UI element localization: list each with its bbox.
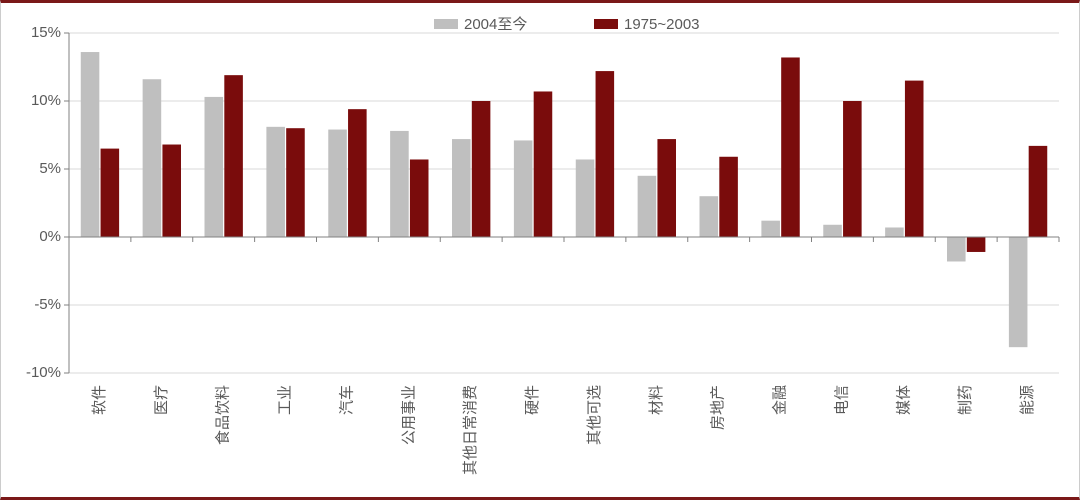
y-tick-label: -5%	[34, 296, 61, 313]
x-tick-label: 金融	[772, 385, 789, 415]
x-tick-label: 媒体	[895, 385, 912, 415]
legend-swatch	[594, 19, 618, 29]
x-tick-label: 材料	[648, 385, 665, 415]
y-tick-label: 0%	[39, 228, 61, 245]
bar-series-b	[286, 128, 305, 237]
x-tick-label: 汽车	[338, 385, 355, 415]
bar-series-b	[348, 109, 367, 237]
bar-series-b	[905, 81, 924, 237]
bar-series-a	[823, 225, 842, 237]
chart-container: -10% -5% 0% 5% 10% 15% 软件 医疗 食品饮料 工业 汽车 公用事业 其他日常消费 硬…	[11, 9, 1069, 493]
x-tick-label: 房地产	[710, 385, 727, 430]
x-tick-label: 医疗	[153, 385, 170, 415]
legend-label: 2004至今	[464, 16, 527, 33]
x-tick-label: 其他可选	[586, 385, 603, 445]
bar-series-b	[534, 91, 553, 237]
bar-series-b	[101, 149, 120, 237]
bar-series-a	[885, 227, 904, 237]
legend-label: 1975~2003	[624, 16, 700, 33]
bar-series-b	[1029, 146, 1048, 237]
x-tick-label: 软件	[91, 385, 108, 415]
bar-series-a	[143, 79, 162, 237]
bar-series-a	[576, 159, 595, 237]
bar-series-b	[781, 57, 800, 237]
y-tick-label: 5%	[39, 160, 61, 177]
x-tick-label: 电信	[833, 385, 850, 415]
y-tick-label: 10%	[31, 92, 61, 109]
bar-series-a	[328, 130, 347, 237]
bar-series-b	[224, 75, 243, 237]
bar-series-b	[410, 159, 429, 237]
y-tick-label: 15%	[31, 24, 61, 41]
bar-series-b	[843, 101, 862, 237]
bar-series-a	[266, 127, 285, 237]
bar-series-b	[162, 145, 181, 237]
bar-series-b	[596, 71, 615, 237]
bar-series-b	[472, 101, 491, 237]
bar-series-a	[761, 221, 780, 237]
x-tick-label: 硬件	[524, 385, 541, 415]
x-tick-label: 能源	[1019, 385, 1036, 415]
bar-series-b	[719, 157, 738, 237]
bar-series-a	[947, 237, 966, 261]
x-tick-label: 工业	[277, 385, 294, 415]
x-tick-label: 公用事业	[400, 385, 417, 445]
bar-series-a	[81, 52, 100, 237]
x-tick-label: 制药	[957, 385, 974, 415]
bar-series-a	[514, 140, 533, 237]
bar-chart: -10% -5% 0% 5% 10% 15% 软件 医疗 食品饮料 工业 汽车 公用事业 其他日常消费 硬…	[11, 9, 1071, 493]
legend-swatch	[434, 19, 458, 29]
bar-series-b	[657, 139, 676, 237]
bar-series-a	[205, 97, 224, 237]
chart-frame: -10% -5% 0% 5% 10% 15% 软件 医疗 食品饮料 工业 汽车 公用事业 其他日常消费 硬…	[0, 0, 1080, 500]
y-tick-label: -10%	[26, 364, 61, 381]
bar-series-a	[390, 131, 409, 237]
bar-series-a	[700, 196, 719, 237]
bar-series-a	[1009, 237, 1028, 347]
x-tick-label: 其他日常消费	[462, 385, 479, 475]
bar-series-a	[452, 139, 471, 237]
bar-series-a	[638, 176, 657, 237]
bar-series-b	[967, 237, 986, 252]
x-tick-label: 食品饮料	[215, 385, 232, 445]
